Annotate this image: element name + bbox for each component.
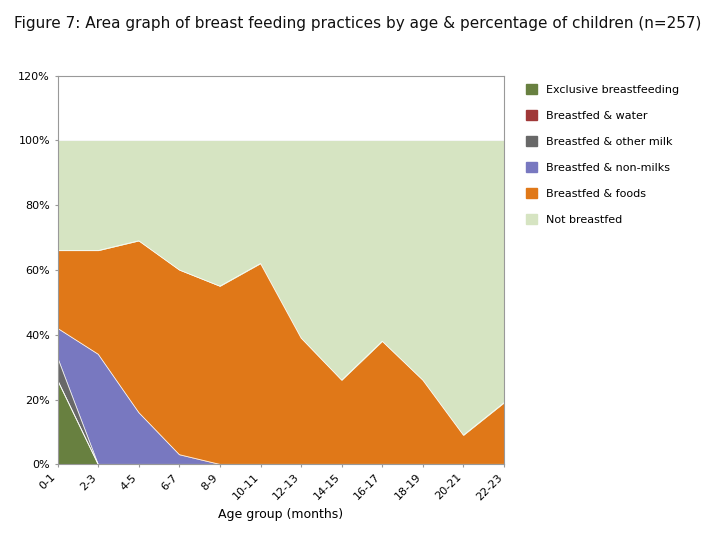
Legend: Exclusive breastfeeding, Breastfed & water, Breastfed & other milk, Breastfed & : Exclusive breastfeeding, Breastfed & wat… [523, 81, 683, 228]
Text: Figure 7: Area graph of breast feeding practices by age & percentage of children: Figure 7: Area graph of breast feeding p… [14, 16, 702, 31]
X-axis label: Age group (months): Age group (months) [218, 508, 343, 521]
